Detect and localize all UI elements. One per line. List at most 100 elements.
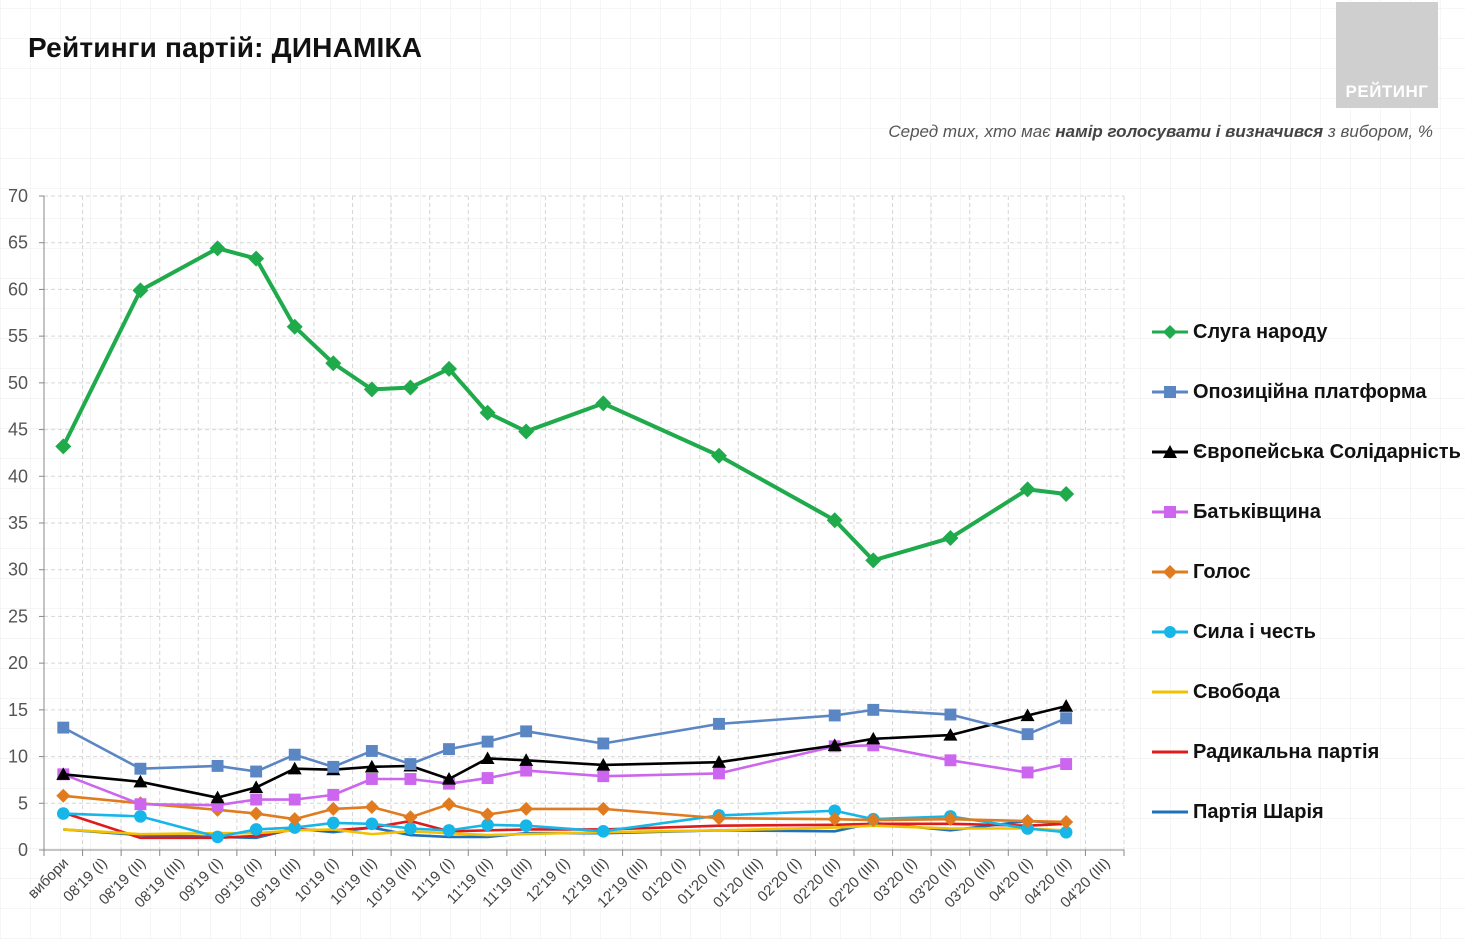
series-4-point: [1020, 814, 1035, 829]
series-4-point: [1059, 814, 1074, 829]
series-1-point: [944, 708, 957, 721]
series-0-point: [441, 360, 457, 377]
series-1-point: [57, 721, 70, 734]
series-0-point: [711, 447, 727, 464]
series-1-point: [867, 703, 880, 716]
legend-item: Партія Шарія: [1150, 800, 1324, 824]
legend-item: Слуга народу: [1150, 320, 1327, 344]
y-tick-label: 10: [8, 747, 28, 767]
series-1-point: [134, 762, 147, 775]
legend-swatch: [1152, 386, 1188, 398]
series-5-point: [365, 817, 379, 831]
series-5-point: [442, 824, 456, 837]
y-tick-label: 55: [8, 326, 28, 346]
series-4-point: [249, 806, 264, 821]
series-3-point: [134, 798, 147, 811]
series-1-point: [520, 725, 533, 738]
series-1-point: [1060, 712, 1073, 725]
legend-item: Батьківщина: [1150, 500, 1321, 524]
series-3-point: [250, 793, 263, 806]
series-0-point: [479, 404, 496, 421]
series-1-point: [211, 759, 224, 772]
series-2-point: [133, 774, 148, 788]
series-5-point: [326, 816, 340, 830]
series-2-point: [287, 761, 302, 775]
series-4-point: [403, 810, 418, 825]
series-4-point: [943, 812, 958, 827]
series-5-point: [56, 807, 70, 820]
series-0-point: [363, 381, 380, 398]
series-5-point: [1059, 825, 1073, 839]
series-4-line: [63, 794, 1067, 824]
series-2-line: [63, 704, 1067, 799]
series-1-point: [443, 743, 455, 756]
y-tick-label: 45: [8, 420, 28, 440]
series-1-point: [365, 745, 378, 757]
series-0-point: [826, 512, 843, 529]
series-5-point: [404, 822, 417, 835]
series-0-point: [209, 240, 226, 257]
legend-item: Голос: [1150, 560, 1251, 584]
series-2-point: [866, 731, 881, 745]
series-1-point: [828, 709, 841, 722]
series-0-point: [1019, 481, 1036, 498]
series-1-line: [62, 708, 1067, 773]
series-1-point: [327, 760, 340, 773]
series-2-point: [442, 771, 456, 785]
series-3-point: [944, 754, 957, 767]
y-tick-label: 70: [8, 186, 28, 206]
legend-label: Слуга народу: [1193, 320, 1328, 343]
legend-label: Партія Шарія: [1193, 800, 1324, 823]
legend-label: Радикальна партія: [1193, 740, 1380, 763]
legend-item: Свобода: [1150, 680, 1280, 704]
series-4-point: [442, 797, 456, 812]
series-0-point: [132, 282, 149, 299]
legend-swatch-marker: [1164, 626, 1176, 638]
legend-swatch: [1152, 690, 1188, 694]
series-3-point: [520, 764, 533, 777]
series-2-point: [480, 751, 495, 765]
series-2-point: [943, 728, 958, 741]
series-4-point: [519, 801, 534, 816]
legend-swatch-marker: [1163, 565, 1177, 579]
y-tick-label: 40: [8, 466, 28, 486]
series-3-point: [288, 793, 301, 806]
legend-item: Європейська Солідарність: [1150, 440, 1461, 464]
y-tick-label: 35: [8, 513, 28, 533]
series-2-point: [1059, 699, 1074, 712]
y-tick-label: 20: [8, 653, 28, 673]
series-0-point: [595, 395, 612, 412]
subtitle-post: з вибором, %: [1323, 122, 1433, 141]
series-5-point: [211, 830, 224, 844]
series-2-point: [1020, 708, 1035, 722]
series-3-point: [327, 788, 340, 801]
legend-item: Радикальна партія: [1150, 740, 1379, 764]
series-0-point: [942, 529, 959, 546]
series-5-point: [1021, 822, 1034, 835]
series-1-point: [1021, 728, 1034, 741]
series-4-point: [364, 800, 379, 815]
series-5-point: [134, 810, 147, 823]
series-3-point: [1021, 766, 1034, 779]
series-0-point: [248, 250, 265, 267]
y-tick-label: 60: [8, 279, 28, 299]
series-3-point: [867, 739, 880, 752]
legend-label: Свобода: [1193, 680, 1280, 703]
series-3-point: [481, 772, 494, 785]
legend-label: Опозиційна платформа: [1193, 380, 1427, 403]
series-3-point: [713, 767, 725, 780]
series-5-point: [519, 819, 533, 833]
legend-swatch: [1152, 750, 1188, 754]
y-tick-label: 50: [8, 373, 28, 393]
series-3-line: [62, 744, 1067, 807]
legend-swatch: [1152, 325, 1188, 339]
series-0-point: [1058, 486, 1075, 503]
series-1-point: [597, 737, 610, 750]
y-tick-label: 5: [18, 793, 28, 813]
series-4-point: [480, 807, 495, 822]
series-2-point: [596, 757, 611, 771]
rating-logo: РЕЙТИНГ: [1336, 2, 1438, 108]
y-tick-label: 30: [8, 560, 28, 580]
series-3-point: [365, 773, 378, 785]
